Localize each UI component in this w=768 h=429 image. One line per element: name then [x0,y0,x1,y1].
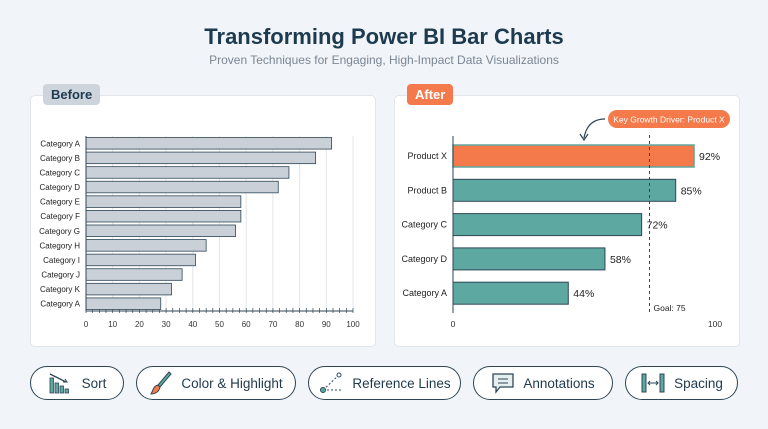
spacing-button[interactable]: Spacing [625,366,738,400]
data-label: 92% [699,151,720,163]
color-highlight-label: Color & Highlight [181,375,283,391]
x-tick-label: 60 [242,320,251,329]
reference-lines-button[interactable]: Reference Lines [308,366,461,400]
category-label: Category C [40,168,81,177]
bar [85,180,279,194]
speech-bubble-icon [492,373,514,394]
bar [85,166,290,179]
bar [85,210,242,223]
x-tick-label: 30 [162,320,171,329]
category-label: Category A [40,139,80,148]
x-tick-label: 100 [346,320,360,329]
x-tick-label: 0 [451,319,456,329]
category-label: Category J [41,271,80,280]
category-label: Category K [40,285,81,294]
x-tick-label: 80 [295,320,304,329]
sort-label: Sort [81,375,107,391]
before-label: Before [43,84,101,105]
data-label: 72% [647,220,668,232]
bar [85,239,207,252]
x-tick-label: 70 [268,320,277,329]
category-label: Category D [401,254,447,264]
category-label: Category I [43,256,80,265]
reference-line-icon [320,372,343,393]
annotation-bubble [608,110,730,128]
after-label: After [407,84,454,105]
after-panel [394,95,740,347]
sort-button[interactable]: Sort [30,366,124,400]
bar [452,281,569,305]
page-title: Transforming Power BI Bar Charts [204,24,564,49]
color-highlight-button[interactable]: Color & Highlight [136,366,296,400]
category-label: Category F [40,212,80,221]
category-label: Category E [40,198,80,207]
x-tick-label: 0 [84,320,89,329]
category-label: Category A [40,300,80,309]
spacing-icon [641,373,665,393]
paintbrush-icon [150,371,173,395]
bar [85,297,162,310]
spacing-label: Spacing [674,375,723,391]
x-tick-label: 90 [322,320,331,329]
category-label: Category D [40,183,81,192]
bar [452,213,643,237]
category-label: Category H [40,241,81,250]
category-label: Category G [39,227,80,236]
bar [85,268,183,281]
annotation-arrowhead [579,133,589,142]
annotations-label: Annotations [523,375,595,391]
annotation-text: Key Growth Driver: Product X [613,115,725,125]
page-subtitle: Proven Techniques for Engaging, High-Imp… [209,53,559,67]
x-tick-label: 20 [135,320,144,329]
annotation-arrow [583,118,606,139]
goal-label: Goal: 75 [654,303,686,313]
bar [85,224,236,237]
reference-lines-label: Reference Lines [352,375,451,391]
x-tick-label: 100 [708,319,722,329]
highlighted-bar [452,144,695,168]
x-tick-label: 40 [188,320,197,329]
sort-bars-icon [49,373,69,394]
bar [452,247,606,271]
category-label: Product X [407,151,447,161]
bar [85,195,242,208]
annotations-button[interactable]: Annotations [473,366,613,400]
category-label: Category C [401,220,447,230]
category-label: Product B [407,185,447,195]
data-label: 85% [681,185,702,197]
x-tick-label: 10 [108,320,117,329]
data-label: 44% [573,288,594,300]
bar [85,137,333,150]
bar [85,151,317,165]
x-tick-label: 50 [215,320,224,329]
bar [85,282,172,296]
bar [452,178,677,202]
category-label: Category A [402,288,447,298]
data-label: 58% [610,254,631,266]
category-label: Category B [40,154,80,163]
bar [85,253,196,267]
